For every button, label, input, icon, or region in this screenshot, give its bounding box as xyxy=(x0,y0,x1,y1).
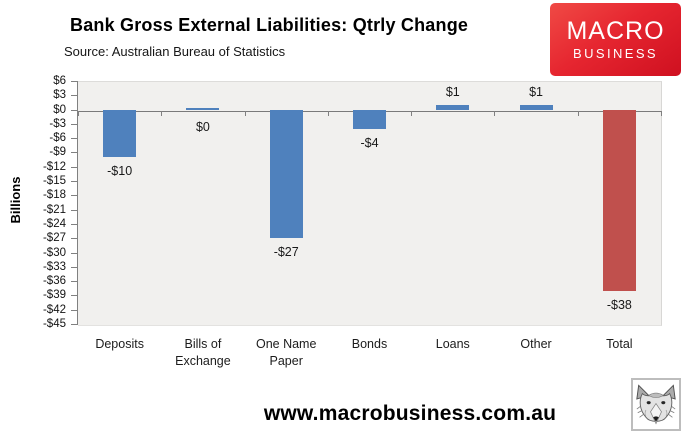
y-tick-label: $3 xyxy=(53,89,66,102)
y-tick-mark xyxy=(71,152,78,153)
bar-other xyxy=(519,104,553,110)
y-tick-label: -$9 xyxy=(49,146,66,159)
y-tick-label: -$42 xyxy=(42,303,66,316)
y-tick-mark xyxy=(71,81,78,82)
y-tick-mark xyxy=(71,295,78,296)
y-tick-label: -$18 xyxy=(42,189,66,202)
y-tick-mark xyxy=(71,324,78,325)
macrobusiness-logo: MACRO BUSINESS xyxy=(550,3,681,76)
y-tick-label: -$27 xyxy=(42,232,66,245)
fox-logo-box xyxy=(631,378,681,431)
bar-loans xyxy=(436,104,470,110)
bar-value-label: -$38 xyxy=(606,297,632,312)
y-tick-label: -$24 xyxy=(42,217,66,230)
y-tick-label: -$3 xyxy=(49,117,66,130)
bar-value-label: $0 xyxy=(195,119,210,134)
y-tick-label: -$6 xyxy=(49,132,66,145)
y-tick-mark xyxy=(71,253,78,254)
website-url[interactable]: www.macrobusiness.com.au xyxy=(263,402,557,425)
y-tick-label: -$39 xyxy=(42,289,66,302)
bar-value-label: $1 xyxy=(529,84,544,99)
fox-head-icon xyxy=(636,384,676,425)
x-category-label: Total xyxy=(606,337,633,351)
y-tick-label: -$15 xyxy=(42,175,66,188)
category-tick-mark xyxy=(411,111,412,116)
category-tick-mark xyxy=(661,111,662,116)
y-tick-mark xyxy=(71,195,78,196)
x-category-label: Loans xyxy=(435,337,470,351)
x-category-label: Deposits xyxy=(95,337,144,351)
y-tick-mark xyxy=(71,110,78,111)
y-tick-mark xyxy=(71,95,78,96)
chart-title: Bank Gross External Liabilities: Qtrly C… xyxy=(70,15,469,35)
y-tick-label: $6 xyxy=(53,75,66,87)
y-tick-mark xyxy=(71,181,78,182)
y-tick-mark xyxy=(71,138,78,139)
bar-value-label: -$10 xyxy=(107,164,133,179)
logo-line-macro: MACRO xyxy=(566,17,665,45)
category-tick-mark xyxy=(494,111,495,116)
chart-source: Source: Australian Bureau of Statistics xyxy=(64,44,286,59)
y-tick-label: -$45 xyxy=(42,318,66,330)
category-tick-mark xyxy=(245,111,246,116)
bar-bills-of-exchange xyxy=(186,107,220,110)
y-tick-mark xyxy=(71,124,78,125)
y-tick-label: -$30 xyxy=(42,246,66,259)
y-tick-mark xyxy=(71,224,78,225)
bar-value-label: -$27 xyxy=(273,245,299,260)
y-tick-mark xyxy=(71,267,78,268)
bar-value-label: $1 xyxy=(445,84,460,99)
y-tick-mark xyxy=(71,238,78,239)
bar-one-name-paper xyxy=(269,109,303,239)
bar-deposits xyxy=(103,109,137,158)
x-category-label: Bonds xyxy=(351,337,388,351)
logo-line-business: BUSINESS xyxy=(573,46,658,61)
y-axis-line xyxy=(77,81,78,325)
y-tick-mark xyxy=(71,281,78,282)
bar-bonds xyxy=(353,109,386,129)
bar-value-label: -$4 xyxy=(360,135,379,150)
category-tick-mark xyxy=(78,111,79,116)
y-tick-label: -$36 xyxy=(42,275,66,288)
category-tick-mark xyxy=(161,111,162,116)
x-category-label: Bills of Exchange xyxy=(175,337,231,368)
y-tick-mark xyxy=(71,210,78,211)
y-tick-label: -$33 xyxy=(42,260,66,273)
y-tick-mark xyxy=(71,167,78,168)
x-category-label: Other xyxy=(520,337,552,351)
x-category-label: One Name Paper xyxy=(255,337,317,368)
y-tick-label: -$21 xyxy=(42,203,66,216)
category-tick-mark xyxy=(328,111,329,116)
y-tick-mark xyxy=(71,310,78,311)
y-tick-label: $0 xyxy=(53,103,66,116)
y-tick-label: -$12 xyxy=(42,160,66,173)
category-tick-mark xyxy=(578,111,579,116)
bar-total xyxy=(602,109,636,291)
